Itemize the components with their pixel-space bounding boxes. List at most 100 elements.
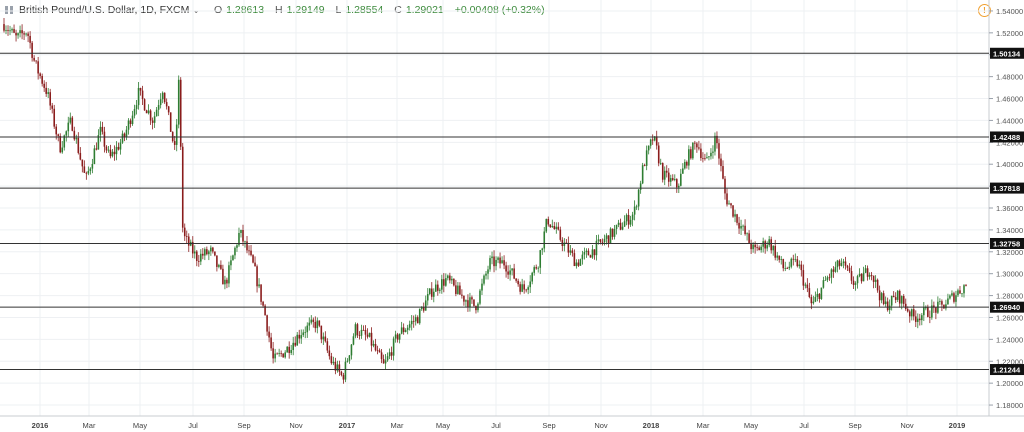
candle-body [786, 268, 789, 269]
candle-body [519, 284, 521, 292]
candle-body [635, 206, 638, 208]
candle-body [153, 116, 156, 123]
candle-body [585, 250, 588, 252]
candle-body [61, 147, 64, 153]
candle-body [378, 350, 381, 353]
candle-body [328, 350, 331, 357]
candle-body [282, 353, 284, 358]
candle-body [322, 336, 325, 340]
candle-body [37, 61, 39, 74]
candle-body [671, 178, 674, 180]
change-readout: +0.00408 (+0.32%) [454, 4, 545, 16]
candle-body [724, 178, 726, 194]
candle-body [402, 327, 405, 332]
candle-body [278, 353, 280, 354]
candle-body [430, 288, 433, 297]
candle-body [882, 293, 885, 305]
candle-body [890, 295, 893, 306]
candle-body [663, 170, 666, 180]
candle-body [171, 131, 174, 142]
candle-body [185, 236, 188, 237]
candle-body [680, 173, 682, 186]
candle-body [3, 24, 5, 31]
candle-body [792, 258, 795, 260]
candle-body [778, 255, 781, 260]
candle-body [226, 279, 228, 284]
candle-body [581, 254, 584, 260]
candle-body [49, 92, 51, 106]
candle-body [384, 360, 387, 364]
candle-body [858, 273, 861, 277]
candle-body [342, 375, 345, 380]
symbol-title[interactable]: British Pound/U.S. Dollar, 1D, FXCM [19, 4, 190, 16]
x-tick-label: 2019 [949, 421, 966, 430]
candle-body [434, 284, 437, 292]
candle-body [356, 324, 359, 336]
candle-body [380, 352, 383, 360]
candle-body [228, 265, 230, 284]
candle-body [432, 291, 435, 297]
candle-body [439, 289, 441, 291]
candle-body [284, 352, 286, 358]
candle-body [473, 299, 475, 306]
candle-body [513, 268, 515, 279]
candle-body [740, 225, 742, 229]
candle-body [443, 279, 445, 286]
candle-body [854, 283, 857, 285]
y-tick-label: 1.34000 [996, 226, 1023, 235]
candle-body [410, 320, 413, 325]
candle-body [710, 152, 712, 157]
candle-body [621, 226, 624, 230]
candle-body [29, 35, 31, 43]
candle-body [69, 117, 72, 123]
x-tick-label: Mar [83, 421, 96, 430]
candle-body [388, 352, 391, 357]
x-tick-label: Sep [542, 421, 555, 430]
candle-body [641, 165, 644, 184]
candle-body [366, 334, 369, 337]
candle-body [780, 259, 783, 260]
candle-body [386, 356, 389, 361]
candle-body [218, 264, 220, 267]
candle-body [467, 300, 469, 308]
candle-body [340, 371, 343, 376]
candle-body [728, 203, 730, 205]
candle-body [617, 222, 620, 225]
candle-body [682, 168, 684, 174]
candle-body [507, 271, 509, 275]
candle-body [135, 105, 138, 110]
candle-body [175, 124, 178, 145]
candle-body [83, 166, 86, 173]
candle-body [457, 285, 459, 294]
candle-body [252, 255, 254, 263]
candle-body [736, 214, 738, 223]
candle-body [549, 224, 552, 228]
chevron-down-icon[interactable]: ⌄ [192, 4, 200, 15]
candle-body [111, 151, 114, 157]
candle-body [264, 305, 266, 316]
candle-body [21, 30, 23, 34]
candle-body [89, 168, 92, 171]
candle-body [87, 170, 90, 174]
candle-body [965, 285, 967, 287]
candle-body [65, 131, 68, 136]
candle-body [296, 334, 299, 346]
candle-body [27, 33, 29, 36]
candle-body [445, 278, 447, 286]
candle-body [165, 102, 168, 107]
candle-body [836, 260, 839, 268]
candle-body [764, 241, 766, 249]
candle-body [242, 230, 244, 242]
candle-body [360, 329, 363, 336]
candle-body [726, 193, 728, 205]
candle-body [794, 259, 797, 261]
candle-body [874, 279, 877, 282]
candle-body [147, 110, 150, 114]
candle-body [653, 136, 656, 141]
candle-body [939, 301, 941, 302]
candle-body [274, 353, 276, 359]
candle-body [848, 267, 851, 272]
candle-body [324, 336, 327, 342]
